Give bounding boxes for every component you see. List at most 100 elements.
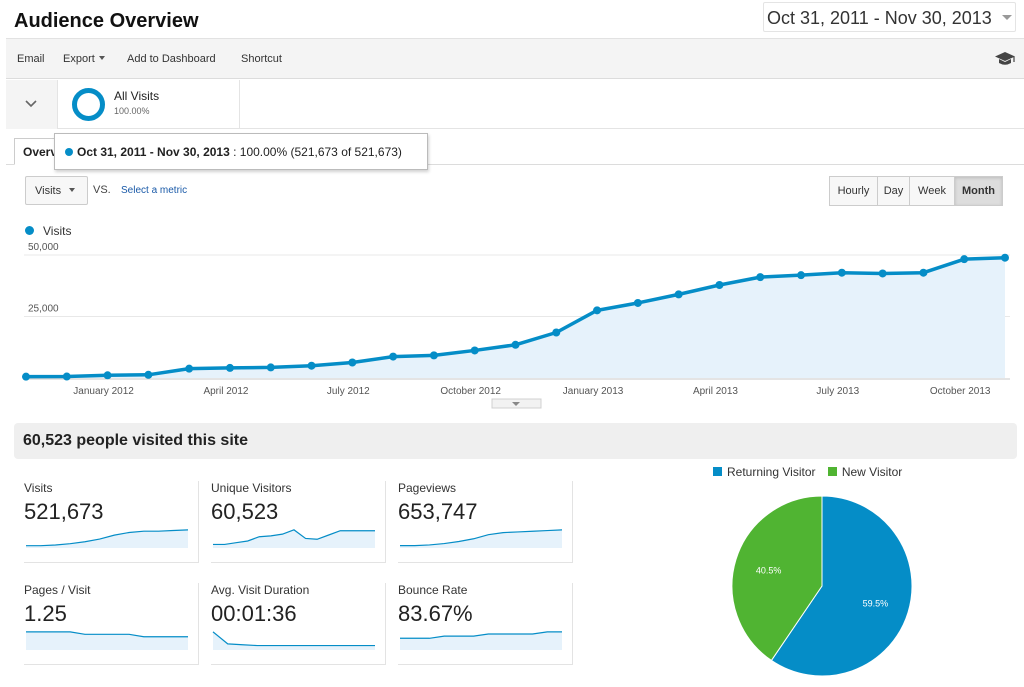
series-dot-icon bbox=[25, 226, 34, 235]
vs-label: VS. bbox=[93, 184, 111, 196]
export-label: Export bbox=[63, 53, 95, 65]
pie-slice-label: 40.5% bbox=[756, 566, 782, 576]
visits-data-point[interactable] bbox=[144, 370, 153, 379]
tooltip-detail: : 100.00% (521,673 of 521,673) bbox=[233, 145, 402, 159]
visits-data-point[interactable] bbox=[470, 346, 479, 355]
sparkline-area bbox=[213, 631, 375, 650]
email-button[interactable]: Email bbox=[17, 53, 45, 65]
select-metric-link[interactable]: Select a metric bbox=[121, 185, 188, 196]
day-button[interactable]: Day bbox=[877, 176, 910, 206]
sparkline-line bbox=[26, 631, 188, 638]
export-button[interactable]: Export bbox=[63, 53, 105, 65]
x-tick-label: April 2013 bbox=[693, 386, 738, 397]
metric-sparkline bbox=[400, 631, 562, 650]
visits-data-point[interactable] bbox=[429, 351, 438, 360]
sparkline-line bbox=[212, 631, 375, 647]
x-tick-label: October 2012 bbox=[440, 386, 501, 397]
shortcut-button[interactable]: Shortcut bbox=[241, 53, 282, 65]
metric-sparkline bbox=[26, 529, 189, 548]
metric-value: 521,673 bbox=[24, 499, 104, 524]
visits-data-point[interactable] bbox=[307, 361, 316, 370]
metric-label: Bounce Rate bbox=[398, 583, 468, 597]
metric-value: 83.67% bbox=[398, 601, 473, 626]
sparkline-line bbox=[26, 529, 189, 547]
metric-label: Avg. Visit Duration bbox=[211, 583, 310, 597]
chart-legend: Visits bbox=[25, 224, 71, 238]
date-range-text: Oct 31, 2011 - Nov 30, 2013 bbox=[767, 8, 992, 28]
visits-data-point[interactable] bbox=[22, 372, 30, 381]
visits-data-point[interactable] bbox=[919, 268, 928, 277]
visits-data-point[interactable] bbox=[266, 363, 275, 372]
metric-sparkline bbox=[212, 631, 375, 650]
add-to-dashboard-button[interactable]: Add to Dashboard bbox=[127, 53, 216, 65]
visits-data-point[interactable] bbox=[348, 358, 357, 367]
visits-data-point[interactable] bbox=[1001, 253, 1009, 262]
visits-data-point[interactable] bbox=[62, 372, 71, 381]
metric-label: Pages / Visit bbox=[24, 583, 91, 597]
pie-slice[interactable] bbox=[731, 495, 823, 662]
metric-sparkline bbox=[213, 529, 375, 548]
x-tick-label: October 2013 bbox=[930, 386, 991, 397]
visits-data-point[interactable] bbox=[837, 268, 846, 277]
date-range-picker[interactable]: Oct 31, 2011 - Nov 30, 2013 bbox=[763, 2, 1016, 32]
visits-data-point[interactable] bbox=[960, 255, 969, 264]
visits-data-point[interactable] bbox=[593, 306, 602, 315]
x-tick-label: January 2012 bbox=[73, 386, 134, 397]
visits-data-point[interactable] bbox=[756, 273, 765, 282]
metric-card[interactable]: Pageviews 653,747 bbox=[398, 481, 573, 563]
legend-returning-label: Returning Visitor bbox=[727, 465, 816, 479]
metric-card[interactable]: Avg. Visit Duration 00:01:36 bbox=[211, 583, 386, 665]
visits-area-fill bbox=[26, 257, 1005, 378]
visits-area-chart: 25,000 50,000 January 2012 April 2012 July 2… bbox=[22, 242, 1010, 409]
graduation-cap-icon[interactable] bbox=[994, 51, 1016, 72]
sparkline-line bbox=[400, 529, 563, 547]
segment-name: All Visits bbox=[114, 89, 160, 103]
hourly-button[interactable]: Hourly bbox=[829, 176, 878, 206]
metric-value: 653,747 bbox=[398, 499, 478, 524]
visits-data-point[interactable] bbox=[103, 371, 112, 380]
chevron-down-icon bbox=[512, 402, 520, 406]
pie-slice[interactable] bbox=[770, 495, 913, 677]
x-tick-label: July 2012 bbox=[327, 386, 370, 397]
x-tick-label: April 2012 bbox=[203, 386, 248, 397]
segment-tooltip: Oct 31, 2011 - Nov 30, 2013 : 100.00% (5… bbox=[54, 133, 428, 170]
metric-sparkline bbox=[400, 529, 563, 548]
segment-toggle-button[interactable] bbox=[6, 80, 58, 129]
sparkline-area bbox=[26, 631, 188, 650]
metric-value: 1.25 bbox=[24, 601, 67, 626]
metric-card[interactable]: Pages / Visit 1.25 bbox=[24, 583, 199, 665]
metric-dropdown-label: Visits bbox=[35, 185, 62, 197]
visits-data-point[interactable] bbox=[674, 290, 683, 299]
x-tick-label: January 2013 bbox=[563, 386, 624, 397]
sparkline-area bbox=[213, 529, 375, 548]
metric-card[interactable]: Visits 521,673 bbox=[24, 481, 199, 563]
x-tick-label: July 2013 bbox=[816, 386, 859, 397]
week-button[interactable]: Week bbox=[909, 176, 955, 206]
legend-new-label: New Visitor bbox=[841, 465, 903, 479]
visits-data-point[interactable] bbox=[797, 271, 806, 280]
tabs-divider bbox=[6, 164, 1024, 165]
visits-data-point[interactable] bbox=[878, 269, 887, 278]
month-button[interactable]: Month bbox=[954, 176, 1003, 206]
pie-legend: Returning Visitor New Visitor bbox=[713, 465, 902, 479]
metric-label: Pageviews bbox=[398, 481, 457, 495]
tab-overview[interactable]: Overview bbox=[14, 138, 60, 165]
report-toolbar: Email Export Add to Dashboard Shortcut bbox=[6, 38, 1024, 79]
visits-data-point[interactable] bbox=[225, 363, 234, 372]
visits-data-point[interactable] bbox=[511, 340, 520, 349]
metric-card[interactable]: Bounce Rate 83.67% bbox=[398, 583, 573, 665]
segment-ring-icon bbox=[72, 88, 105, 121]
visits-data-point[interactable] bbox=[552, 328, 561, 337]
visits-data-point[interactable] bbox=[389, 352, 398, 361]
segment-all-visits[interactable]: All Visits 100.00% bbox=[60, 80, 240, 129]
metric-dropdown[interactable]: Visits bbox=[25, 176, 88, 205]
visits-data-point[interactable] bbox=[715, 281, 724, 290]
summary-bar: 60,523 people visited this site bbox=[14, 423, 1017, 459]
pie-slice-label: 59.5% bbox=[863, 598, 889, 608]
page-title: Audience Overview bbox=[14, 10, 199, 32]
visits-data-point[interactable] bbox=[633, 298, 642, 307]
metric-card[interactable]: Unique Visitors 60,523 bbox=[211, 481, 386, 563]
visits-data-point[interactable] bbox=[185, 364, 194, 373]
segment-bar: All Visits 100.00% bbox=[6, 80, 1024, 129]
chevron-down-icon bbox=[25, 100, 37, 108]
